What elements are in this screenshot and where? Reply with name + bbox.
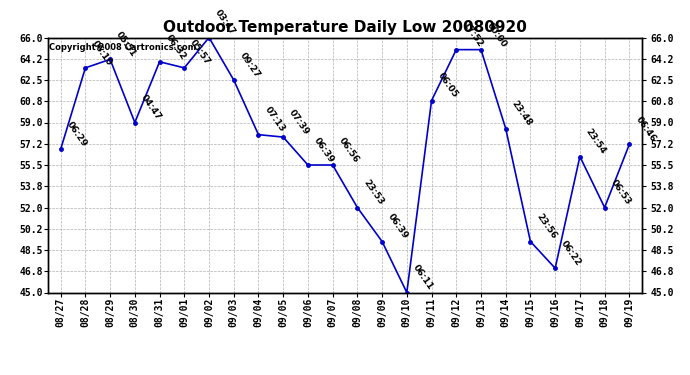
- Text: 00:00: 00:00: [485, 21, 509, 49]
- Text: Copyright 2008 Cartronics.com: Copyright 2008 Cartronics.com: [50, 43, 197, 52]
- Text: 07:13: 07:13: [263, 105, 286, 134]
- Text: 03:47: 03:47: [213, 8, 237, 37]
- Text: 04:47: 04:47: [139, 93, 163, 122]
- Text: 23:48: 23:48: [510, 99, 534, 128]
- Text: 23:53: 23:53: [362, 178, 385, 207]
- Text: 06:39: 06:39: [386, 212, 410, 241]
- Text: 06:10: 06:10: [90, 39, 113, 67]
- Title: Outdoor Temperature Daily Low 20080920: Outdoor Temperature Daily Low 20080920: [163, 20, 527, 35]
- Text: 17:52: 17:52: [460, 20, 484, 49]
- Text: 09:27: 09:27: [238, 51, 262, 79]
- Text: 06:56: 06:56: [337, 136, 360, 164]
- Text: 06:32: 06:32: [164, 33, 188, 61]
- Text: 06:46: 06:46: [633, 115, 658, 144]
- Text: 06:53: 06:53: [609, 178, 633, 207]
- Text: 23:54: 23:54: [584, 127, 608, 156]
- Text: 06:11: 06:11: [411, 263, 435, 292]
- Text: 05:57: 05:57: [188, 39, 213, 67]
- Text: 06:05: 06:05: [435, 72, 460, 100]
- Text: 23:56: 23:56: [535, 212, 558, 241]
- Text: 06:39: 06:39: [312, 136, 336, 164]
- Text: 06:22: 06:22: [560, 239, 583, 267]
- Text: 06:29: 06:29: [65, 120, 88, 148]
- Text: 07:39: 07:39: [287, 108, 311, 136]
- Text: 05:51: 05:51: [115, 30, 138, 58]
